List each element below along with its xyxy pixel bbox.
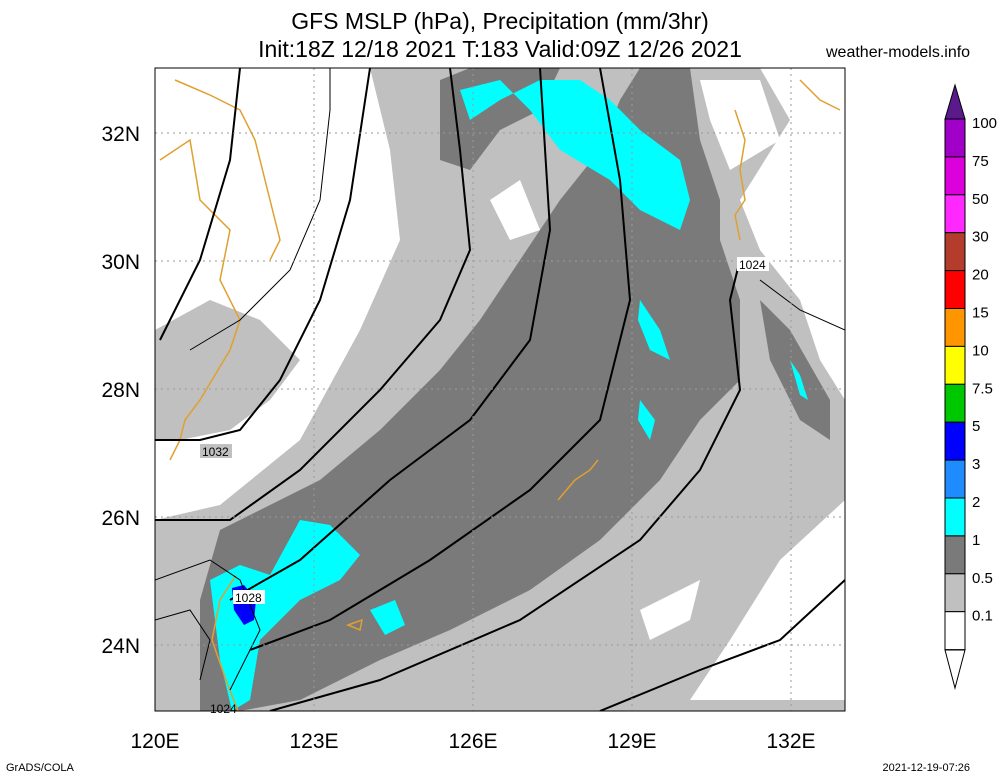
- map-title: GFS MSLP (hPa), Precipitation (mm/3hr): [291, 8, 709, 34]
- isobar-label: 1024: [739, 258, 766, 272]
- lat-label: 28N: [101, 379, 140, 402]
- lat-labels: 32N 30N 28N 26N 24N: [101, 123, 140, 658]
- legend-label: 1: [972, 532, 980, 549]
- lon-labels: 120E 123E 126E 129E 132E: [130, 730, 815, 753]
- legend-label: 5: [972, 418, 980, 435]
- legend-color-box: [944, 573, 966, 613]
- precip-cyan-area: [370, 600, 405, 635]
- legend-label: 2: [972, 494, 980, 511]
- lon-label: 132E: [766, 730, 815, 753]
- legend-label: 0.5: [972, 570, 993, 587]
- precip-clear-area: [690, 500, 845, 700]
- lat-label: 30N: [101, 251, 140, 274]
- isobars: [155, 68, 845, 711]
- isobar-label: 1024: [210, 702, 237, 716]
- legend-color-box: [944, 308, 966, 347]
- precip-cyan-area: [460, 80, 690, 230]
- legend-color-box: [944, 421, 966, 461]
- site-credit: weather-models.info: [826, 44, 971, 61]
- footer-timestamp: 2021-12-19-07:26: [882, 762, 970, 774]
- precip-clear-area: [490, 180, 540, 240]
- coastlines: [159, 79, 841, 711]
- lon-label: 123E: [289, 730, 338, 753]
- legend-color-box: [944, 118, 966, 158]
- precip-light-west: [155, 300, 300, 440]
- legend-color-box: [944, 383, 966, 423]
- legend-top-arrow: [944, 83, 966, 120]
- grid: [155, 68, 845, 711]
- legend-label: 30: [972, 229, 989, 246]
- lat-label: 26N: [101, 507, 140, 530]
- precip-cyan-area: [790, 360, 808, 400]
- legend-color-box: [944, 459, 966, 499]
- legend-label: 75: [972, 153, 989, 170]
- legend-label: 100: [972, 115, 997, 132]
- precip-clear-area: [640, 580, 700, 640]
- footer-credit: GrADS/COLA: [6, 762, 74, 774]
- legend-bottom-arrow: [944, 649, 966, 690]
- legend-color-box: [944, 535, 966, 575]
- legend-color-box: [944, 270, 966, 310]
- legend-color-box: [944, 156, 966, 196]
- lon-label: 126E: [448, 730, 497, 753]
- precip-cyan-area: [210, 520, 360, 711]
- legend-color-box: [944, 497, 966, 537]
- isobar-labels: 1024 1032 1028 1024: [200, 257, 769, 716]
- legend-label: 7.5: [972, 380, 993, 397]
- color-legend: 100 75 50 30 20 15 10 7.5 5 3 2 1 0.5 0.1: [944, 83, 997, 690]
- lat-label: 24N: [101, 635, 140, 658]
- isobar-label: 1032: [202, 445, 229, 459]
- legend-label: 20: [972, 267, 989, 284]
- legend-label: 3: [972, 456, 980, 473]
- legend-label: 15: [972, 305, 989, 322]
- precip-cyan-area: [638, 400, 655, 440]
- legend-color-box: [944, 345, 966, 385]
- legend-color-box: [944, 194, 966, 234]
- legend-color-box: [944, 232, 966, 272]
- precip-cyan-area: [638, 300, 670, 360]
- legend-label: 50: [972, 191, 989, 208]
- lon-label: 120E: [130, 730, 179, 753]
- lat-label: 32N: [101, 123, 140, 146]
- legend-label: 0.1: [972, 608, 993, 625]
- map-area: [155, 68, 845, 711]
- isobar-label: 1028: [235, 591, 262, 605]
- map-subtitle: Init:18Z 12/18 2021 T:183 Valid:09Z 12/2…: [258, 36, 742, 62]
- legend-color-box: [944, 611, 966, 651]
- lon-label: 129E: [607, 730, 656, 753]
- legend-label: 10: [972, 342, 989, 359]
- map-frame: [154, 67, 846, 712]
